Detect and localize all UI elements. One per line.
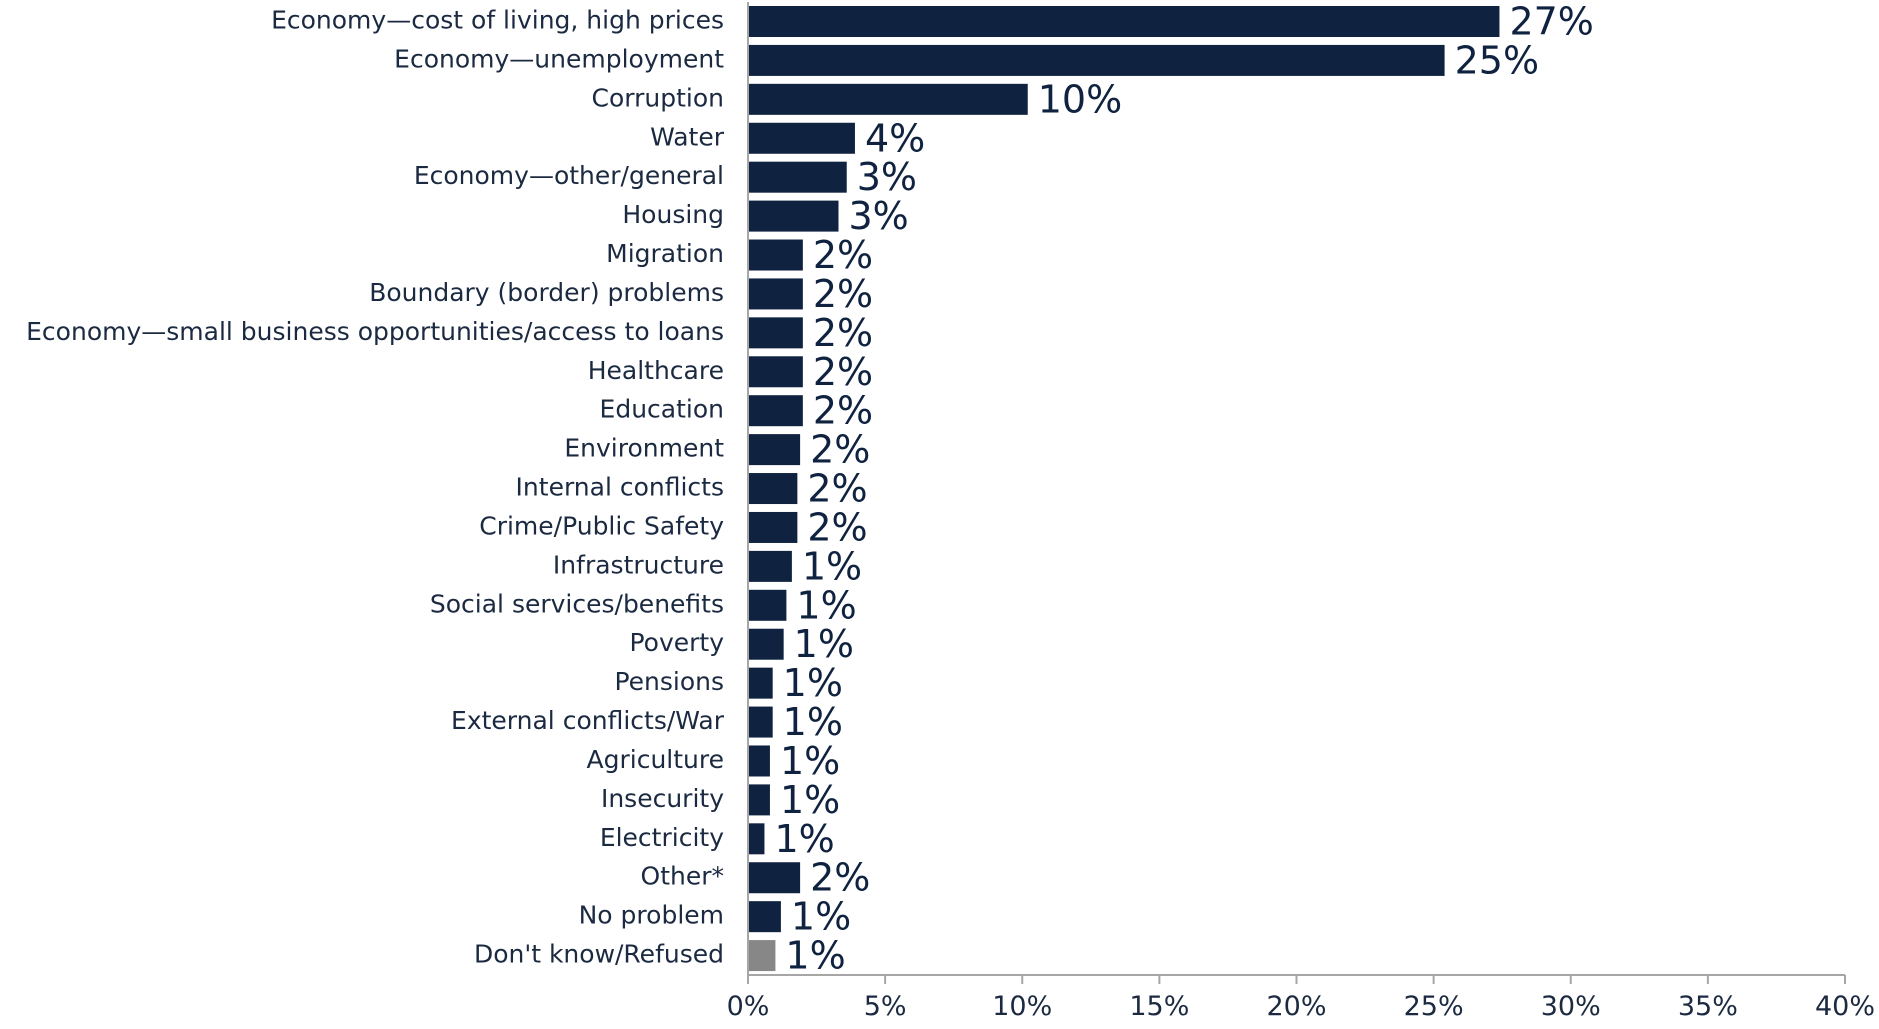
category-label: Environment [564, 434, 724, 463]
bar [748, 550, 792, 582]
category-label: Migration [606, 239, 724, 268]
bar [748, 628, 784, 660]
category-label: Social services/benefits [430, 589, 724, 618]
bar [748, 239, 803, 271]
x-tick-label: 20% [1266, 991, 1326, 1022]
category-label: Agriculture [587, 745, 725, 774]
bar [748, 356, 803, 388]
x-tick-label: 40% [1815, 991, 1875, 1022]
value-label: 1% [780, 739, 840, 783]
value-label: 2% [813, 311, 873, 355]
category-label: Electricity [600, 823, 724, 852]
value-label: 1% [785, 934, 845, 978]
category-label: Poverty [629, 628, 724, 657]
value-label: 1% [783, 700, 843, 744]
bar [748, 161, 847, 193]
bar [748, 901, 781, 933]
category-label: Economy—small business opportunities/acc… [26, 317, 724, 346]
category-label: Other* [641, 862, 724, 891]
category-label: External conflicts/War [451, 706, 725, 735]
bar [748, 395, 803, 427]
value-label: 1% [780, 778, 840, 822]
value-label: 2% [807, 467, 867, 511]
value-label: 1% [794, 622, 854, 666]
x-tick-label: 0% [727, 991, 770, 1022]
category-label: Don't know/Refused [474, 940, 724, 969]
category-label: Economy—cost of living, high prices [271, 6, 724, 35]
value-label: 1% [774, 817, 834, 861]
category-label: Economy—unemployment [394, 44, 724, 73]
bar [748, 6, 1500, 37]
value-label: 2% [807, 505, 867, 549]
value-label: 2% [813, 389, 873, 433]
category-label: Healthcare [588, 356, 724, 385]
value-label: 2% [813, 272, 873, 316]
x-tick-label: 5% [864, 991, 907, 1022]
category-label: Insecurity [601, 784, 724, 813]
value-label: 1% [783, 661, 843, 705]
value-label: 3% [849, 194, 909, 238]
category-label: Infrastructure [553, 550, 724, 579]
category-label: Boundary (border) problems [369, 278, 724, 307]
bar [748, 784, 770, 816]
bar [748, 278, 803, 310]
value-label: 2% [810, 856, 870, 900]
bar [748, 434, 801, 466]
bar [748, 473, 798, 505]
bar [748, 44, 1445, 76]
x-tick-label: 25% [1404, 991, 1464, 1022]
category-label: Economy—other/general [414, 161, 724, 190]
category-label: Education [600, 395, 724, 424]
category-label: Housing [622, 200, 724, 229]
category-label: Pensions [614, 667, 724, 696]
x-tick-label: 35% [1678, 991, 1738, 1022]
value-label: 1% [791, 895, 851, 939]
bar [748, 823, 765, 855]
bar [748, 317, 803, 349]
value-label: 3% [857, 155, 917, 199]
bar [748, 706, 773, 738]
value-labels: 27%25%10%4%3%3%2%2%2%2%2%2%2%2%1%1%1%1%1… [774, 0, 1593, 978]
bars-group [748, 6, 1500, 972]
value-label: 10% [1038, 77, 1122, 121]
value-label: 1% [796, 583, 856, 627]
value-label: 25% [1455, 38, 1539, 82]
category-label: No problem [579, 901, 724, 930]
value-label: 4% [865, 116, 925, 160]
x-tick-label: 10% [992, 991, 1052, 1022]
category-label: Crime/Public Safety [479, 511, 724, 540]
bar [748, 200, 839, 232]
category-labels: Economy—cost of living, high prices Econo… [26, 6, 725, 969]
category-label: Internal conflicts [516, 473, 724, 502]
bar [748, 940, 776, 972]
value-label: 2% [813, 233, 873, 277]
value-label: 2% [813, 350, 873, 394]
value-label: 27% [1509, 0, 1593, 44]
bar [748, 122, 855, 154]
bar [748, 862, 801, 894]
category-label: Corruption [592, 83, 724, 112]
category-label: Water [650, 122, 725, 151]
bar [748, 745, 770, 777]
x-axis: 0% 5% 10% 15% 20% 25% 30% 35% 40% [727, 2, 1875, 1022]
bar [748, 589, 787, 621]
value-label: 1% [802, 544, 862, 588]
x-tick-label: 30% [1541, 991, 1601, 1022]
bar [748, 83, 1028, 115]
value-label: 2% [810, 428, 870, 472]
x-tick-label: 15% [1129, 991, 1189, 1022]
bar [748, 511, 798, 543]
bar [748, 667, 773, 699]
